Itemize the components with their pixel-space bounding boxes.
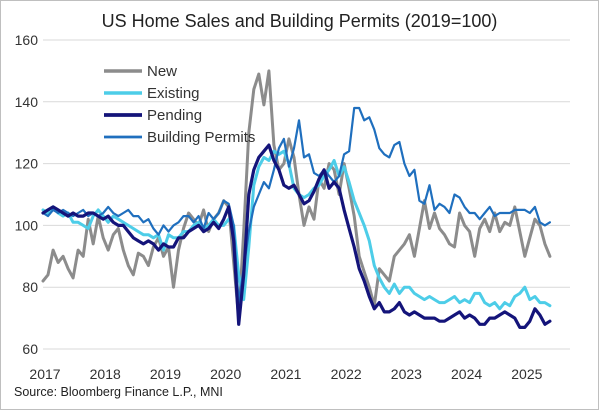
legend-label: Existing bbox=[147, 85, 200, 102]
chart-title: US Home Sales and Building Permits (2019… bbox=[101, 11, 498, 31]
legend-label: New bbox=[147, 63, 177, 80]
x-tick-label: 2024 bbox=[451, 366, 482, 382]
legend-label: Pending bbox=[147, 107, 202, 124]
y-tick-label: 140 bbox=[15, 94, 39, 110]
y-tick-label: 60 bbox=[22, 341, 38, 357]
legend: New Existing Pending Building Permits bbox=[104, 63, 255, 146]
x-tick-label: 2021 bbox=[270, 366, 301, 382]
x-tick-label: 2022 bbox=[331, 366, 362, 382]
y-tick-label: 160 bbox=[15, 32, 39, 48]
x-tick-label: 2023 bbox=[391, 366, 422, 382]
legend-label: Building Permits bbox=[147, 129, 255, 146]
y-axis-ticks: 60 80 100 120 140 160 bbox=[15, 32, 39, 357]
series-line-building-permits bbox=[41, 106, 552, 304]
series-line-new bbox=[41, 69, 552, 320]
source-note: Source: Bloomberg Finance L.P., MNI bbox=[14, 385, 223, 399]
series-lines bbox=[41, 69, 552, 329]
series-line-pending bbox=[41, 143, 552, 329]
x-axis-ticks: 2017 2018 2019 2020 2021 2022 2023 2024 2025 bbox=[29, 366, 542, 382]
y-tick-label: 80 bbox=[22, 279, 38, 295]
x-tick-label: 2025 bbox=[511, 366, 542, 382]
y-tick-label: 120 bbox=[15, 156, 39, 172]
x-tick-label: 2018 bbox=[90, 366, 121, 382]
y-tick-label: 100 bbox=[15, 217, 39, 233]
x-tick-label: 2017 bbox=[29, 366, 60, 382]
x-tick-label: 2019 bbox=[150, 366, 181, 382]
x-tick-label: 2020 bbox=[210, 366, 241, 382]
